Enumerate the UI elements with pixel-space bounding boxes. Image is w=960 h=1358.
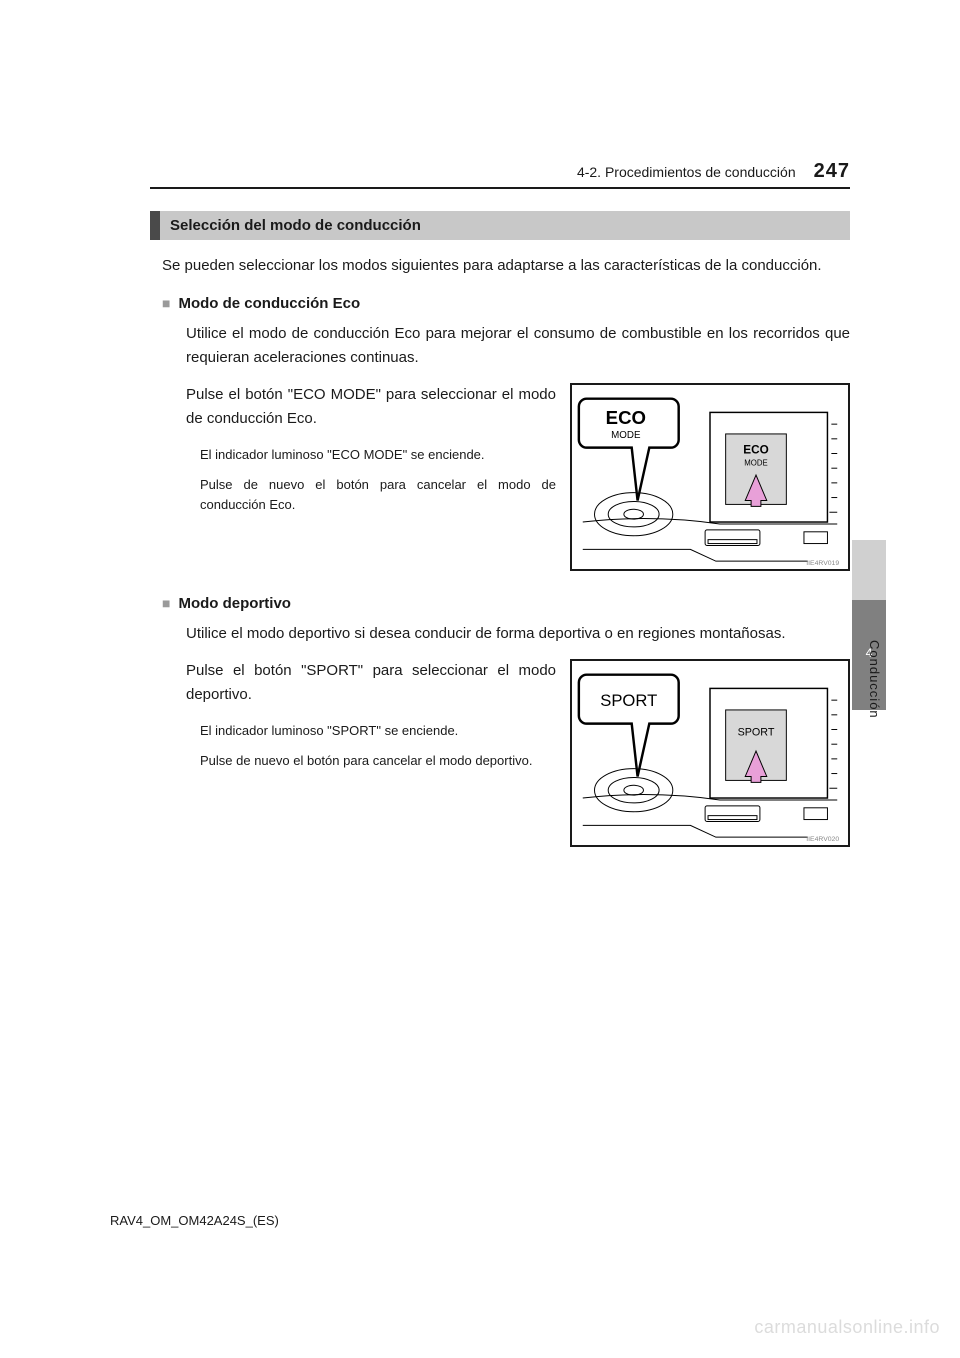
mode-note: El indicador luminoso "ECO MODE" se enci…	[200, 445, 556, 465]
mode-description: Utilice el modo de conducción Eco para m…	[186, 322, 850, 369]
mode-title: Modo de conducción Eco	[162, 295, 850, 312]
mode-text-column: Pulse el botón "SPORT" para seleccionar …	[186, 659, 556, 781]
diagram-screen-sub: MODE	[744, 458, 767, 467]
watermark: carmanualsonline.info	[754, 1317, 940, 1338]
side-tab-light	[852, 540, 886, 600]
mode-description: Utilice el modo deportivo si desea condu…	[186, 622, 850, 645]
section-heading: Selección del modo de conducción	[150, 211, 850, 240]
mode-block-sport: Modo deportivo Utilice el modo deportivo…	[162, 595, 850, 847]
diagram-screen-main: ECO	[743, 443, 768, 456]
page-header: 4-2. Procedimientos de conducción 247	[150, 160, 850, 189]
mode-note: El indicador luminoso "SPORT" se enciend…	[200, 721, 556, 741]
mode-block-eco: Modo de conducción Eco Utilice el modo d…	[162, 295, 850, 571]
manual-page: 4-2. Procedimientos de conducción 247 Se…	[0, 0, 960, 847]
mode-note: Pulse de nuevo el botón para cancelar el…	[200, 475, 556, 515]
intro-paragraph: Se pueden seleccionar los modos siguient…	[162, 254, 850, 277]
footer-doc-id: RAV4_OM_OM42A24S_(ES)	[110, 1213, 279, 1228]
diagram-callout-main: ECO	[606, 407, 646, 428]
dashboard-diagram-eco: ECO MODE	[570, 383, 850, 571]
diagram-screen-main: SPORT	[738, 726, 775, 738]
chapter-label: Conducción	[867, 640, 882, 719]
diagram-callout-sub: MODE	[611, 430, 641, 441]
header-section-path: 4-2. Procedimientos de conducción	[577, 164, 796, 180]
mode-press-instruction: Pulse el botón "SPORT" para seleccionar …	[186, 659, 556, 707]
dashboard-diagram-sport: SPORT	[570, 659, 850, 847]
diagram-callout-main: SPORT	[600, 691, 657, 710]
mode-title: Modo deportivo	[162, 595, 850, 612]
header-page-number: 247	[814, 160, 850, 183]
mode-press-instruction: Pulse el botón "ECO MODE" para seleccion…	[186, 383, 556, 431]
mode-note: Pulse de nuevo el botón para cancelar el…	[200, 751, 556, 771]
mode-row: Pulse el botón "SPORT" para seleccionar …	[186, 659, 850, 847]
diagram-ref-code: IIE4RV019	[806, 560, 839, 567]
diagram-ref-code: IIE4RV020	[806, 836, 839, 843]
mode-row: Pulse el botón "ECO MODE" para seleccion…	[186, 383, 850, 571]
mode-text-column: Pulse el botón "ECO MODE" para seleccion…	[186, 383, 556, 525]
